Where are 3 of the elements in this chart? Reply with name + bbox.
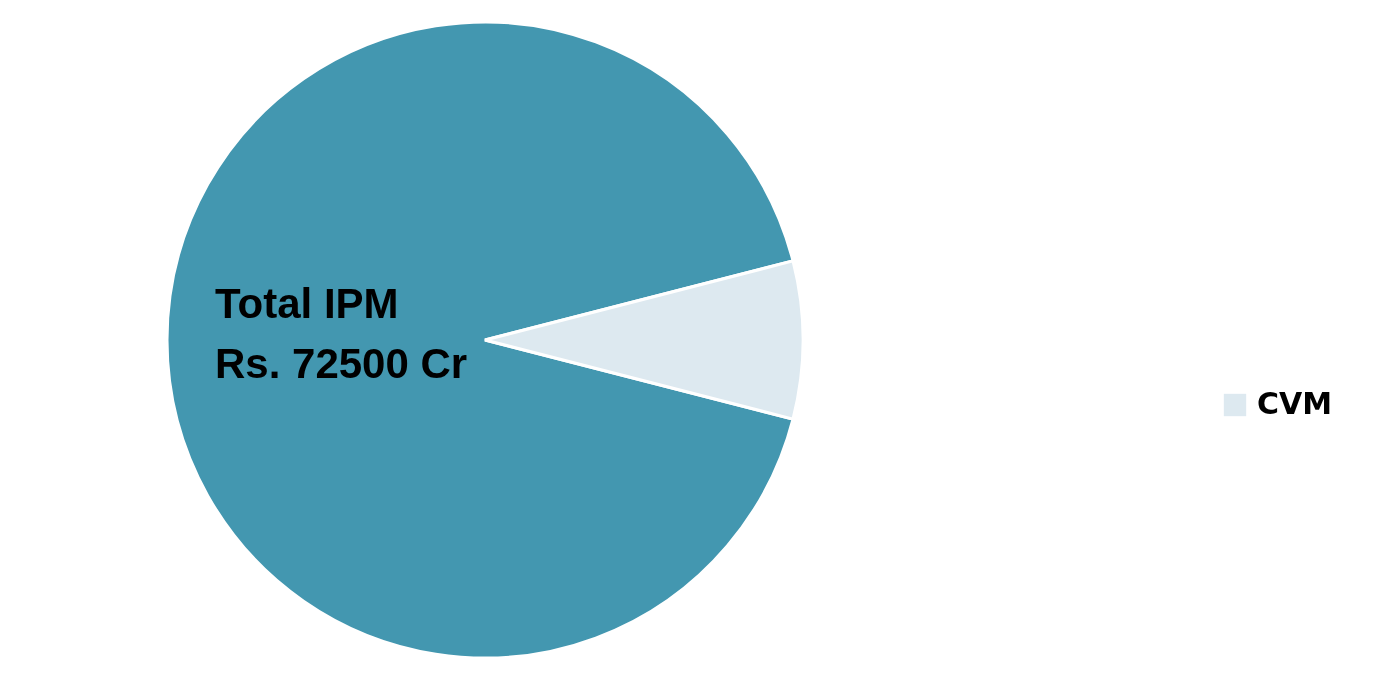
slice-label: Total IPM [215, 280, 399, 327]
text: Rs. 72500 Cr [215, 340, 468, 387]
legend-label: CVM [1257, 386, 1333, 421]
